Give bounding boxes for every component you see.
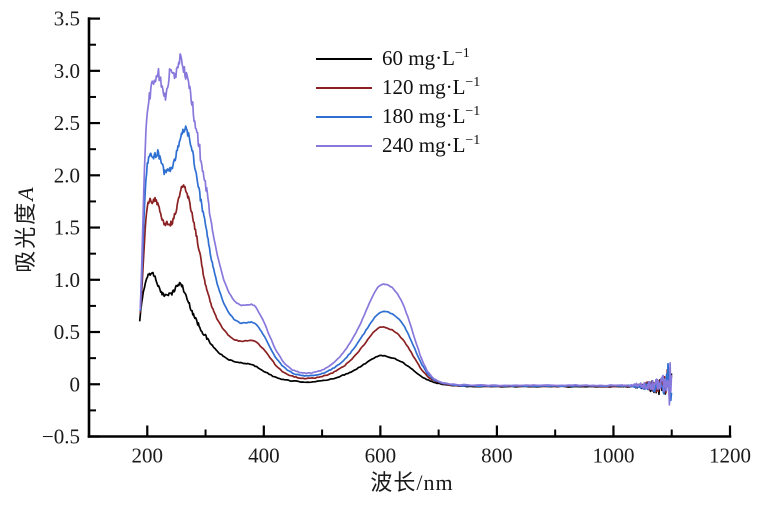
legend-sup: −1 <box>465 133 481 148</box>
svg-text:3.5: 3.5 <box>54 7 80 31</box>
legend-row: 240 mg·L−1 <box>316 131 480 160</box>
x-axis-label: 波长/nm <box>370 470 454 495</box>
y-axis-label: 吸光度A <box>8 187 40 272</box>
legend: 60 mg·L−1 120 mg·L−1 180 mg·L−1 240 mg·L… <box>316 44 480 160</box>
series-line-240 <box>139 53 673 406</box>
legend-line-swatch-240 <box>316 144 372 147</box>
svg-text:1.0: 1.0 <box>54 268 80 292</box>
svg-text:2.0: 2.0 <box>54 163 80 187</box>
svg-text:1200: 1200 <box>709 444 751 468</box>
legend-line-swatch-120 <box>316 86 372 89</box>
svg-text:800: 800 <box>481 444 513 468</box>
svg-text:400: 400 <box>248 444 280 468</box>
y-axis-label-symbol: A <box>13 187 38 201</box>
legend-line-swatch-180 <box>316 115 372 118</box>
svg-text:200: 200 <box>132 444 164 468</box>
svg-text:3.0: 3.0 <box>54 59 80 83</box>
legend-sup: −1 <box>465 104 481 119</box>
legend-label-240: 240 mg·L−1 <box>382 133 480 158</box>
legend-row: 120 mg·L−1 <box>316 73 480 102</box>
legend-sup: −1 <box>454 46 470 61</box>
svg-text:0.5: 0.5 <box>54 320 80 344</box>
legend-text: 240 mg·L <box>382 133 466 157</box>
svg-text:600: 600 <box>365 444 397 468</box>
legend-line-swatch-60 <box>316 57 372 60</box>
svg-text:1.5: 1.5 <box>54 216 80 240</box>
legend-text: 120 mg·L <box>382 75 466 99</box>
legend-label-120: 120 mg·L−1 <box>382 75 480 100</box>
legend-label-180: 180 mg·L−1 <box>382 104 480 129</box>
legend-label-60: 60 mg·L−1 <box>382 46 470 71</box>
legend-row: 60 mg·L−1 <box>316 44 480 73</box>
y-axis-label-text: 吸光度 <box>13 200 38 273</box>
legend-sup: −1 <box>465 75 481 90</box>
legend-row: 180 mg·L−1 <box>316 102 480 131</box>
legend-text: 60 mg·L <box>382 46 455 70</box>
legend-text: 180 mg·L <box>382 104 466 128</box>
svg-text:1000: 1000 <box>592 444 634 468</box>
svg-text:0: 0 <box>70 372 81 396</box>
svg-text:2.5: 2.5 <box>54 111 80 135</box>
svg-text:−0.5: −0.5 <box>42 425 80 449</box>
